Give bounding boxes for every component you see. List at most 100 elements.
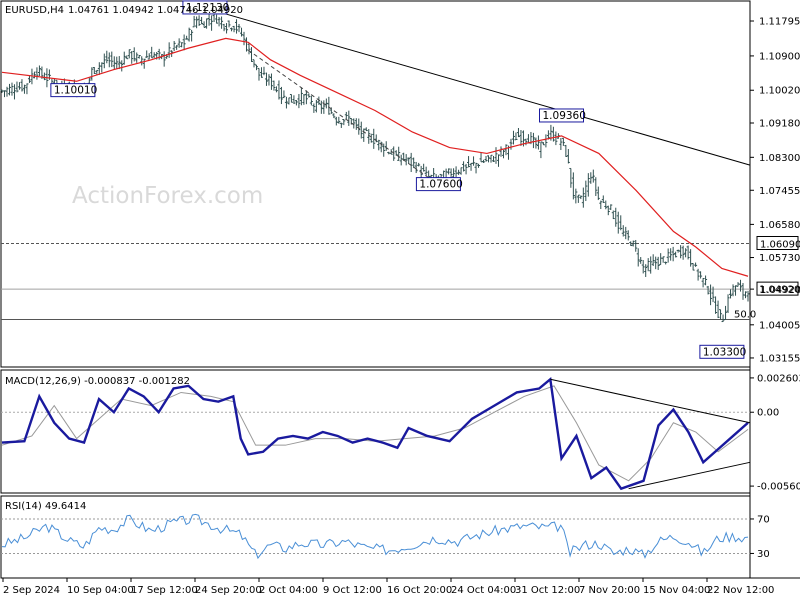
ohlc-bar	[167, 42, 171, 58]
ohlc-bar	[399, 154, 403, 166]
ohlc-bar	[472, 156, 476, 166]
price-tick-label: 1.11795	[759, 17, 800, 28]
ohlc-bar	[484, 155, 488, 162]
ohlc-bar	[327, 96, 331, 115]
rsi-title: RSI(14) 49.6414	[5, 501, 86, 512]
ohlc-bar	[536, 135, 540, 150]
rsi-line	[1, 513, 749, 560]
ohlc-bar	[606, 205, 610, 216]
ohlc-bar	[7, 83, 11, 96]
ohlc-bar	[511, 130, 515, 145]
ohlc-bar	[681, 245, 685, 260]
watermark: ActionForex.com	[72, 183, 263, 209]
ohlc-bar	[564, 144, 568, 157]
ohlc-bar	[364, 127, 368, 132]
ohlc-bar	[739, 279, 743, 292]
ohlc-bar	[659, 253, 663, 266]
ohlc-bar	[594, 177, 598, 197]
ohlc-bar	[35, 67, 39, 80]
ohlc-bar	[634, 239, 638, 252]
ohlc-bar	[479, 152, 483, 163]
price-tick-label: 1.05730	[759, 253, 800, 264]
price-tick-label: 1.04920	[759, 285, 800, 296]
ohlc-bar	[10, 82, 14, 96]
ohlc-bar	[581, 187, 585, 208]
ohlc-bar	[232, 25, 236, 33]
ohlc-bar	[382, 143, 386, 157]
ohlc-bar	[621, 225, 625, 237]
ohlc-bar	[711, 286, 715, 303]
ohlc-bar	[716, 300, 720, 319]
price-annotation-label: 1.03300	[703, 346, 746, 358]
ohlc-bar	[115, 56, 119, 70]
macd-tick-label: 0.002603	[757, 373, 800, 384]
ohlc-bar	[731, 284, 735, 297]
ohlc-bar	[17, 82, 21, 90]
ohlc-bar	[686, 245, 690, 260]
ohlc-bar	[591, 169, 595, 183]
ohlc-bar	[701, 277, 705, 288]
ohlc-bar	[284, 96, 288, 109]
ohlc-bar	[574, 188, 578, 204]
ohlc-bar	[269, 73, 273, 90]
ohlc-bar	[344, 111, 348, 119]
ohlc-bar	[32, 71, 36, 79]
ohlc-bar	[464, 163, 468, 175]
ohlc-bar	[185, 35, 189, 40]
price-tick-label: 1.04005	[759, 320, 800, 331]
ohlc-bar	[589, 172, 593, 184]
price-tick-label: 1.07455	[759, 186, 800, 197]
ohlc-bar	[282, 90, 286, 99]
ohlc-bar	[12, 84, 16, 100]
ohlc-bar	[220, 16, 224, 29]
ohlc-bar	[576, 194, 580, 203]
ohlc-bar	[307, 93, 311, 98]
ohlc-bar	[454, 166, 458, 177]
ohlc-bar	[222, 23, 226, 32]
ohlc-bar	[504, 144, 508, 156]
ohlc-bar	[187, 27, 191, 42]
ohlc-bar	[289, 94, 293, 103]
ohlc-bar	[649, 256, 653, 274]
macd-signal-line	[1, 385, 749, 482]
level-price-box	[756, 235, 799, 250]
ohlc-bar	[684, 248, 688, 258]
ohlc-bar	[676, 249, 680, 253]
price-tick-label: 1.10020	[759, 86, 800, 97]
level-price-label: 1.06090	[760, 239, 800, 250]
ohlc-bar	[5, 86, 9, 97]
ohlc-bar	[92, 66, 96, 74]
ohlc-bar	[334, 116, 338, 126]
ohlc-bar	[539, 141, 543, 159]
ohlc-bar	[292, 95, 296, 104]
ohlc-bar	[105, 50, 109, 64]
ohlc-bar	[566, 149, 570, 164]
ohlc-bar	[20, 79, 24, 92]
ohlc-bar	[404, 154, 408, 166]
ohlc-bar	[299, 87, 303, 106]
ohlc-bar	[696, 268, 700, 281]
ohlc-bar	[297, 93, 301, 109]
ohlc-bar	[37, 65, 41, 76]
ohlc-bar	[509, 138, 513, 150]
ohlc-bar	[414, 161, 418, 174]
ohlc-bar	[287, 97, 291, 105]
ohlc-bar	[379, 141, 383, 153]
ohlc-bar	[492, 155, 496, 162]
ohlc-bar	[631, 240, 635, 247]
ohlc-bar	[704, 275, 708, 286]
ohlc-bar	[679, 245, 683, 259]
x-tick-label: 31 Oct 12:00	[515, 585, 580, 596]
x-tick-label: 24 Sep 20:00	[195, 585, 262, 596]
ohlc-bar	[639, 257, 643, 264]
price-annotation-label: 1.12130	[186, 2, 229, 14]
x-tick-label: 17 Sep 12:00	[131, 585, 198, 596]
ohlc-bar	[235, 19, 239, 34]
x-tick-label: 9 Oct 12:00	[323, 585, 382, 596]
ohlc-bar	[142, 58, 146, 69]
ohlc-bar	[192, 15, 196, 28]
price-trendline	[204, 7, 751, 166]
ohlc-bar	[180, 42, 184, 48]
ohlc-bar	[175, 45, 179, 50]
